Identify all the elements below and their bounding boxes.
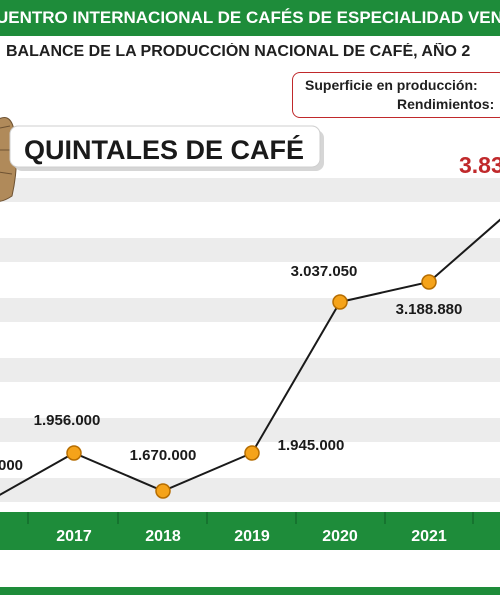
page-subtitle: BALANCE DE LA PRODUCCIÓN NACIONAL DE CAF…: [6, 43, 471, 60]
x-tick-label: 2020: [322, 528, 358, 545]
x-axis-band: [0, 512, 500, 550]
chart-grid: [0, 178, 500, 502]
data-label-highlight: 3.83: [459, 152, 500, 178]
x-tick-label: 6: [0, 528, 1, 545]
data-point: [244, 445, 260, 461]
grid-band: [0, 238, 500, 262]
info-box: Superficie en producción: Rendimientos:: [292, 72, 500, 118]
data-label: 1.670.000: [130, 447, 197, 464]
data-labels: 000 1.956.000 1.670.000 1.945.000 3.037.050 3…: [0, 152, 500, 474]
x-tick-label: 2018: [145, 528, 181, 545]
grid-band: [0, 298, 500, 322]
x-axis: 6 2017 2018 2019 2020 2021: [0, 512, 500, 550]
data-point: [66, 445, 82, 461]
chart-title-pill: QUINTALES DE CAFÉ: [9, 125, 324, 171]
grid-band: [0, 178, 500, 202]
banner-text: UENTRO INTERNACIONAL DE CAFÉS DE ESPECIA…: [0, 8, 500, 27]
data-label: 1.945.000: [278, 437, 345, 454]
data-point: [332, 294, 348, 310]
grid-band: [0, 478, 500, 502]
chart-title: QUINTALES DE CAFÉ: [24, 134, 304, 165]
grid-band: [0, 418, 500, 442]
data-label: 000: [0, 457, 23, 474]
info-yield: Rendimientos:: [397, 96, 495, 112]
data-point: [155, 483, 171, 499]
series-line: [0, 218, 500, 499]
x-tick-label: 2017: [56, 528, 92, 545]
x-tick-label: 2021: [411, 528, 447, 545]
top-banner: UENTRO INTERNACIONAL DE CAFÉS DE ESPECIA…: [0, 0, 500, 36]
bottom-bar: [0, 587, 500, 595]
data-point: [421, 274, 437, 290]
data-label: 3.037.050: [291, 263, 358, 280]
x-tick-label: 2019: [234, 528, 270, 545]
data-label: 1.956.000: [34, 412, 101, 429]
info-production-area: Superficie en producción:: [305, 77, 478, 93]
grid-band: [0, 358, 500, 382]
data-label: 3.188.880: [396, 301, 463, 318]
